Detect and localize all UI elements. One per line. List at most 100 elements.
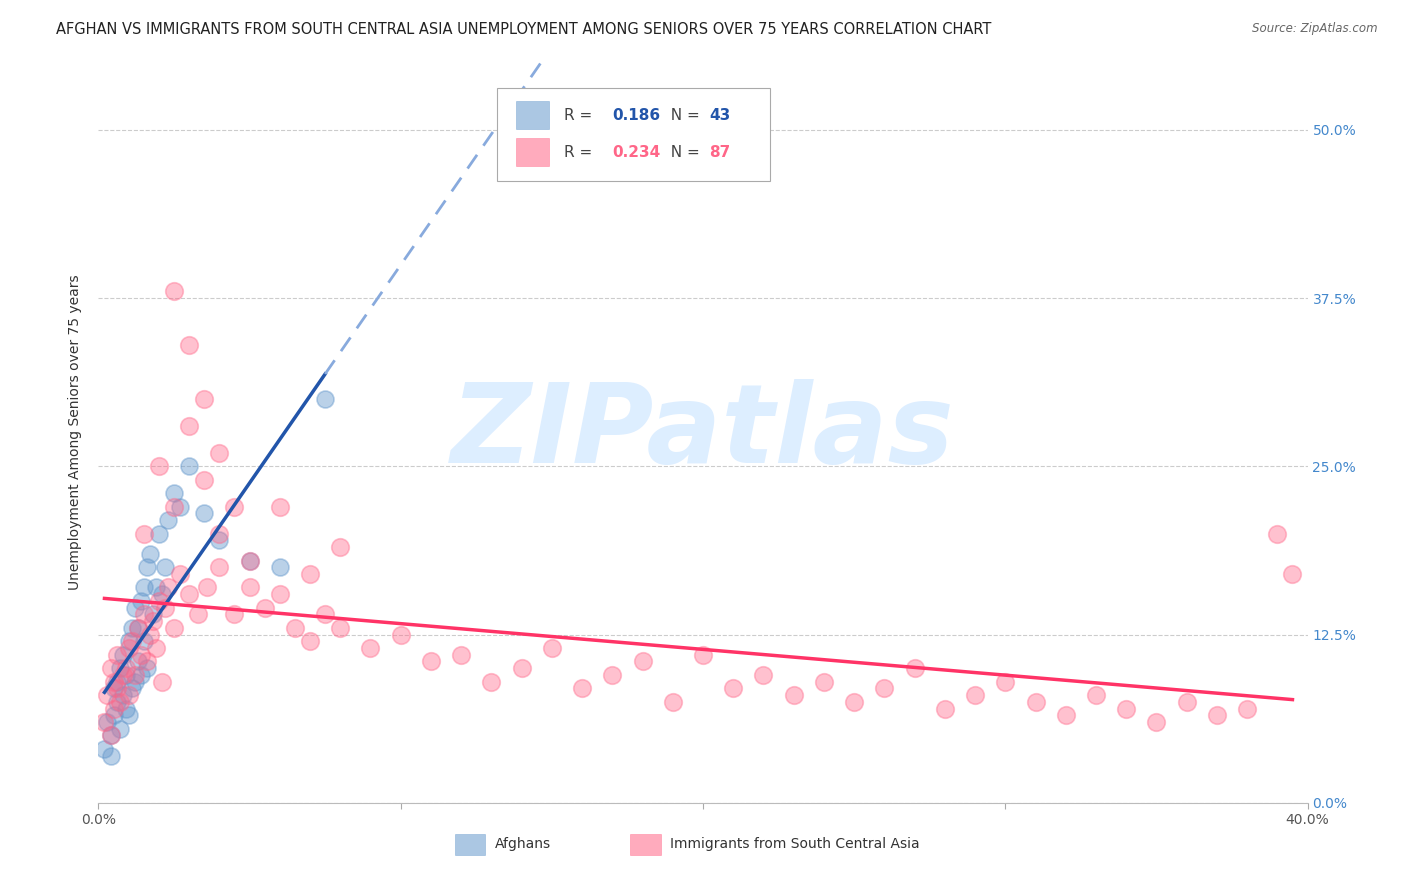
Point <box>93 714 115 729</box>
Point <box>145 581 167 595</box>
Point <box>105 648 128 662</box>
Point <box>132 581 155 595</box>
Point <box>224 607 246 622</box>
Text: AFGHAN VS IMMIGRANTS FROM SOUTH CENTRAL ASIA UNEMPLOYMENT AMONG SENIORS OVER 75 : AFGHAN VS IMMIGRANTS FROM SOUTH CENTRAL … <box>56 22 991 37</box>
Point <box>314 607 336 622</box>
Point <box>139 627 162 641</box>
Bar <box>516 138 550 166</box>
Bar <box>630 834 661 855</box>
Point <box>169 500 191 514</box>
Point <box>150 674 173 689</box>
Point <box>1206 708 1229 723</box>
Point <box>994 674 1017 689</box>
Point <box>269 500 291 514</box>
Point <box>103 708 125 723</box>
Point <box>124 600 146 615</box>
Point <box>540 640 562 655</box>
Point <box>329 621 352 635</box>
Point <box>873 681 896 696</box>
Point <box>208 560 231 574</box>
Point <box>179 338 201 352</box>
Text: 43: 43 <box>709 108 730 122</box>
Point <box>118 634 141 648</box>
Point <box>114 668 136 682</box>
Point <box>224 500 246 514</box>
Point <box>148 526 170 541</box>
Point <box>118 640 141 655</box>
Point <box>114 701 136 715</box>
Point <box>208 526 231 541</box>
Point <box>103 701 125 715</box>
Text: 0.234: 0.234 <box>613 145 661 160</box>
Point <box>692 648 714 662</box>
Point <box>193 473 215 487</box>
Point <box>1115 701 1137 715</box>
Point <box>118 708 141 723</box>
Point <box>96 688 118 702</box>
Point <box>631 655 654 669</box>
Text: Source: ZipAtlas.com: Source: ZipAtlas.com <box>1253 22 1378 36</box>
Point <box>127 655 149 669</box>
Text: N =: N = <box>661 145 704 160</box>
Point <box>93 742 115 756</box>
Point <box>193 507 215 521</box>
Point <box>135 560 157 574</box>
Text: ZIPatlas: ZIPatlas <box>451 379 955 486</box>
Y-axis label: Unemployment Among Seniors over 75 years: Unemployment Among Seniors over 75 years <box>69 275 83 591</box>
Text: Afghans: Afghans <box>495 838 551 851</box>
Point <box>127 621 149 635</box>
Point <box>163 285 186 299</box>
Point <box>844 695 866 709</box>
Point <box>253 600 276 615</box>
Point <box>208 533 231 548</box>
Point <box>169 566 191 581</box>
Point <box>100 729 122 743</box>
Point <box>360 640 382 655</box>
Point <box>103 681 125 696</box>
Point <box>142 607 165 622</box>
Point <box>284 621 307 635</box>
Point <box>150 587 173 601</box>
Point <box>179 418 201 433</box>
Point <box>208 446 231 460</box>
Text: R =: R = <box>564 145 598 160</box>
Point <box>156 513 179 527</box>
Point <box>108 661 131 675</box>
Point <box>105 695 128 709</box>
Point <box>1054 708 1077 723</box>
Point <box>299 566 322 581</box>
Point <box>129 668 152 682</box>
Bar <box>456 834 485 855</box>
Point <box>420 655 443 669</box>
Point <box>661 695 683 709</box>
Point <box>1175 695 1198 709</box>
Point <box>163 500 186 514</box>
Point <box>100 748 122 763</box>
Point <box>1144 714 1167 729</box>
Point <box>129 594 152 608</box>
Point <box>114 661 136 675</box>
Point <box>132 526 155 541</box>
Point <box>299 634 322 648</box>
Point <box>148 594 170 608</box>
Point <box>132 634 155 648</box>
Point <box>111 688 134 702</box>
Point <box>239 581 262 595</box>
Point <box>139 547 162 561</box>
Point <box>329 540 352 554</box>
Point <box>813 674 835 689</box>
Point <box>100 729 122 743</box>
Point <box>1085 688 1108 702</box>
Point <box>108 722 131 736</box>
Point <box>142 614 165 628</box>
Point <box>121 681 143 696</box>
Text: 87: 87 <box>709 145 730 160</box>
Point <box>118 688 141 702</box>
Point <box>103 674 125 689</box>
Point <box>1267 526 1289 541</box>
Bar <box>516 101 550 129</box>
Point <box>193 392 215 406</box>
Text: R =: R = <box>564 108 598 122</box>
Point <box>1281 566 1303 581</box>
Point <box>752 668 775 682</box>
